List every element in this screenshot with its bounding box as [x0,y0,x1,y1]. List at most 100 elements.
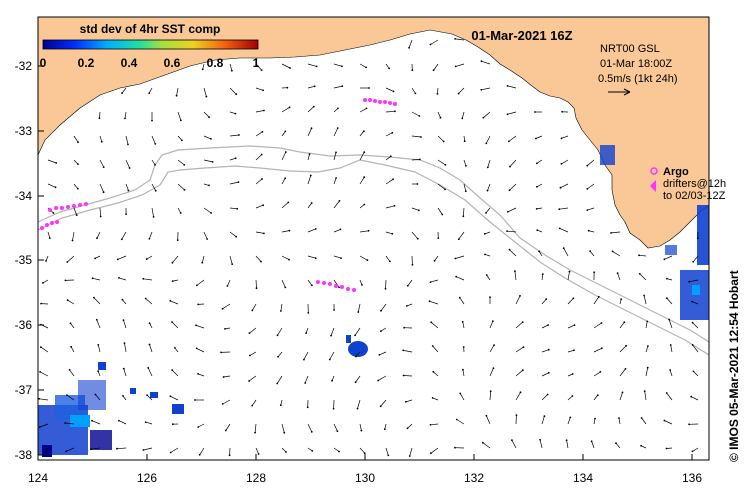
current-vector-head [538,250,540,252]
current-vector-head [569,271,571,273]
current-vector-head [77,163,79,165]
current-vector-head [430,424,432,426]
current-vector-head [180,120,182,122]
current-legend-scale: 0.5m/s (1kt 24h) [598,73,677,85]
current-vector-head [335,177,337,179]
current-vector-head [420,136,422,138]
current-vector-head [618,417,620,419]
current-vector-head [330,335,332,337]
current-vector-head [407,427,409,429]
current-vector-head [379,354,381,356]
current-vector-head [664,420,666,422]
current-vector-head [485,212,487,214]
current-vector-head [522,321,524,323]
current-vector-head [403,327,405,329]
current-vector-head [155,190,157,192]
current-vector-head [90,448,92,450]
current-vector-head [154,164,156,166]
current-vector-head [77,188,79,190]
current-vector-head [262,204,264,206]
credit-text: © IMOS 05-Mar-2021 12:54 Hobart [727,270,741,462]
current-vector-head [286,87,288,89]
current-vector-head [309,153,311,155]
current-vector-head [380,310,382,312]
current-vector-head [329,359,331,361]
current-vector-head [285,451,287,453]
current-vector-head [285,151,287,153]
colorbar-tick-label: 0 [40,56,47,70]
current-vector-head [547,324,549,326]
current-vector-head [380,330,382,332]
lon-tick-label: 124 [28,471,48,485]
current-vector-head [391,233,393,235]
current-vector-head [148,92,150,94]
lon-tick-label: 132 [464,471,484,485]
current-vector-head [287,202,289,204]
current-vector-head [100,216,102,218]
current-vector-head [566,439,568,441]
current-vector-head [91,420,93,422]
current-vector-head [437,237,439,239]
current-vector-head [284,177,286,179]
colorbar-tick-label: 0.4 [121,56,138,70]
current-vector-head [363,176,365,178]
current-vector-head [146,394,148,396]
current-vector-head [176,95,178,97]
current-vector-head [276,383,278,385]
current-vector-head [481,60,483,62]
current-vector-head [331,380,333,382]
current-vector-head [206,96,208,98]
current-vector-head [354,334,356,336]
current-vector-head [118,277,120,279]
current-vector-head [174,347,176,349]
current-vector-head [172,423,174,425]
current-vector-head [445,164,447,166]
current-vector-head [171,369,173,371]
current-vector-head [66,394,68,396]
current-vector-head [261,154,263,156]
current-vector-head [97,370,99,372]
current-vector-head [455,258,457,260]
current-vector-head [454,38,456,40]
current-vector-head [307,406,309,408]
current-vector-head [311,285,313,287]
current-vector-head [419,115,421,117]
current-vector-head [194,399,196,401]
colorbar-scale [43,40,258,49]
current-vector-head [42,282,44,284]
current-vector-head [184,189,186,191]
current-vector-head [547,394,549,396]
current-vector-head [572,373,574,375]
current-vector-head [280,310,282,312]
current-vector-head [340,229,342,231]
current-vector-head [394,205,396,207]
current-vector-head [594,418,596,420]
current-vector-head [385,288,387,290]
current-vector-head [434,260,436,262]
current-vector-head [403,375,405,377]
current-vector-head [261,178,263,180]
current-vector-head [304,382,306,384]
current-vector-head [341,65,343,67]
current-vector-head [307,312,309,314]
current-vector-head [254,432,256,434]
current-vector-head [417,238,419,240]
current-vector-head [377,380,379,382]
current-vector-arrow [404,376,412,377]
current-vector-head [454,447,456,449]
current-vector-head [355,356,357,358]
lat-tick-label: -33 [15,124,33,138]
current-vector-head [315,228,317,230]
current-vector-head [408,47,410,49]
current-vector-head [181,140,183,142]
current-vector-head [432,345,434,347]
current-vector-head [249,355,251,357]
current-vector-head [692,261,694,263]
current-vector-head [589,250,591,252]
current-vector-head [620,298,622,300]
current-vector-head [313,106,315,108]
current-vector-head [561,163,563,165]
current-vector-head [333,309,335,311]
current-vector-head [337,430,339,432]
current-vector-head [560,187,562,189]
